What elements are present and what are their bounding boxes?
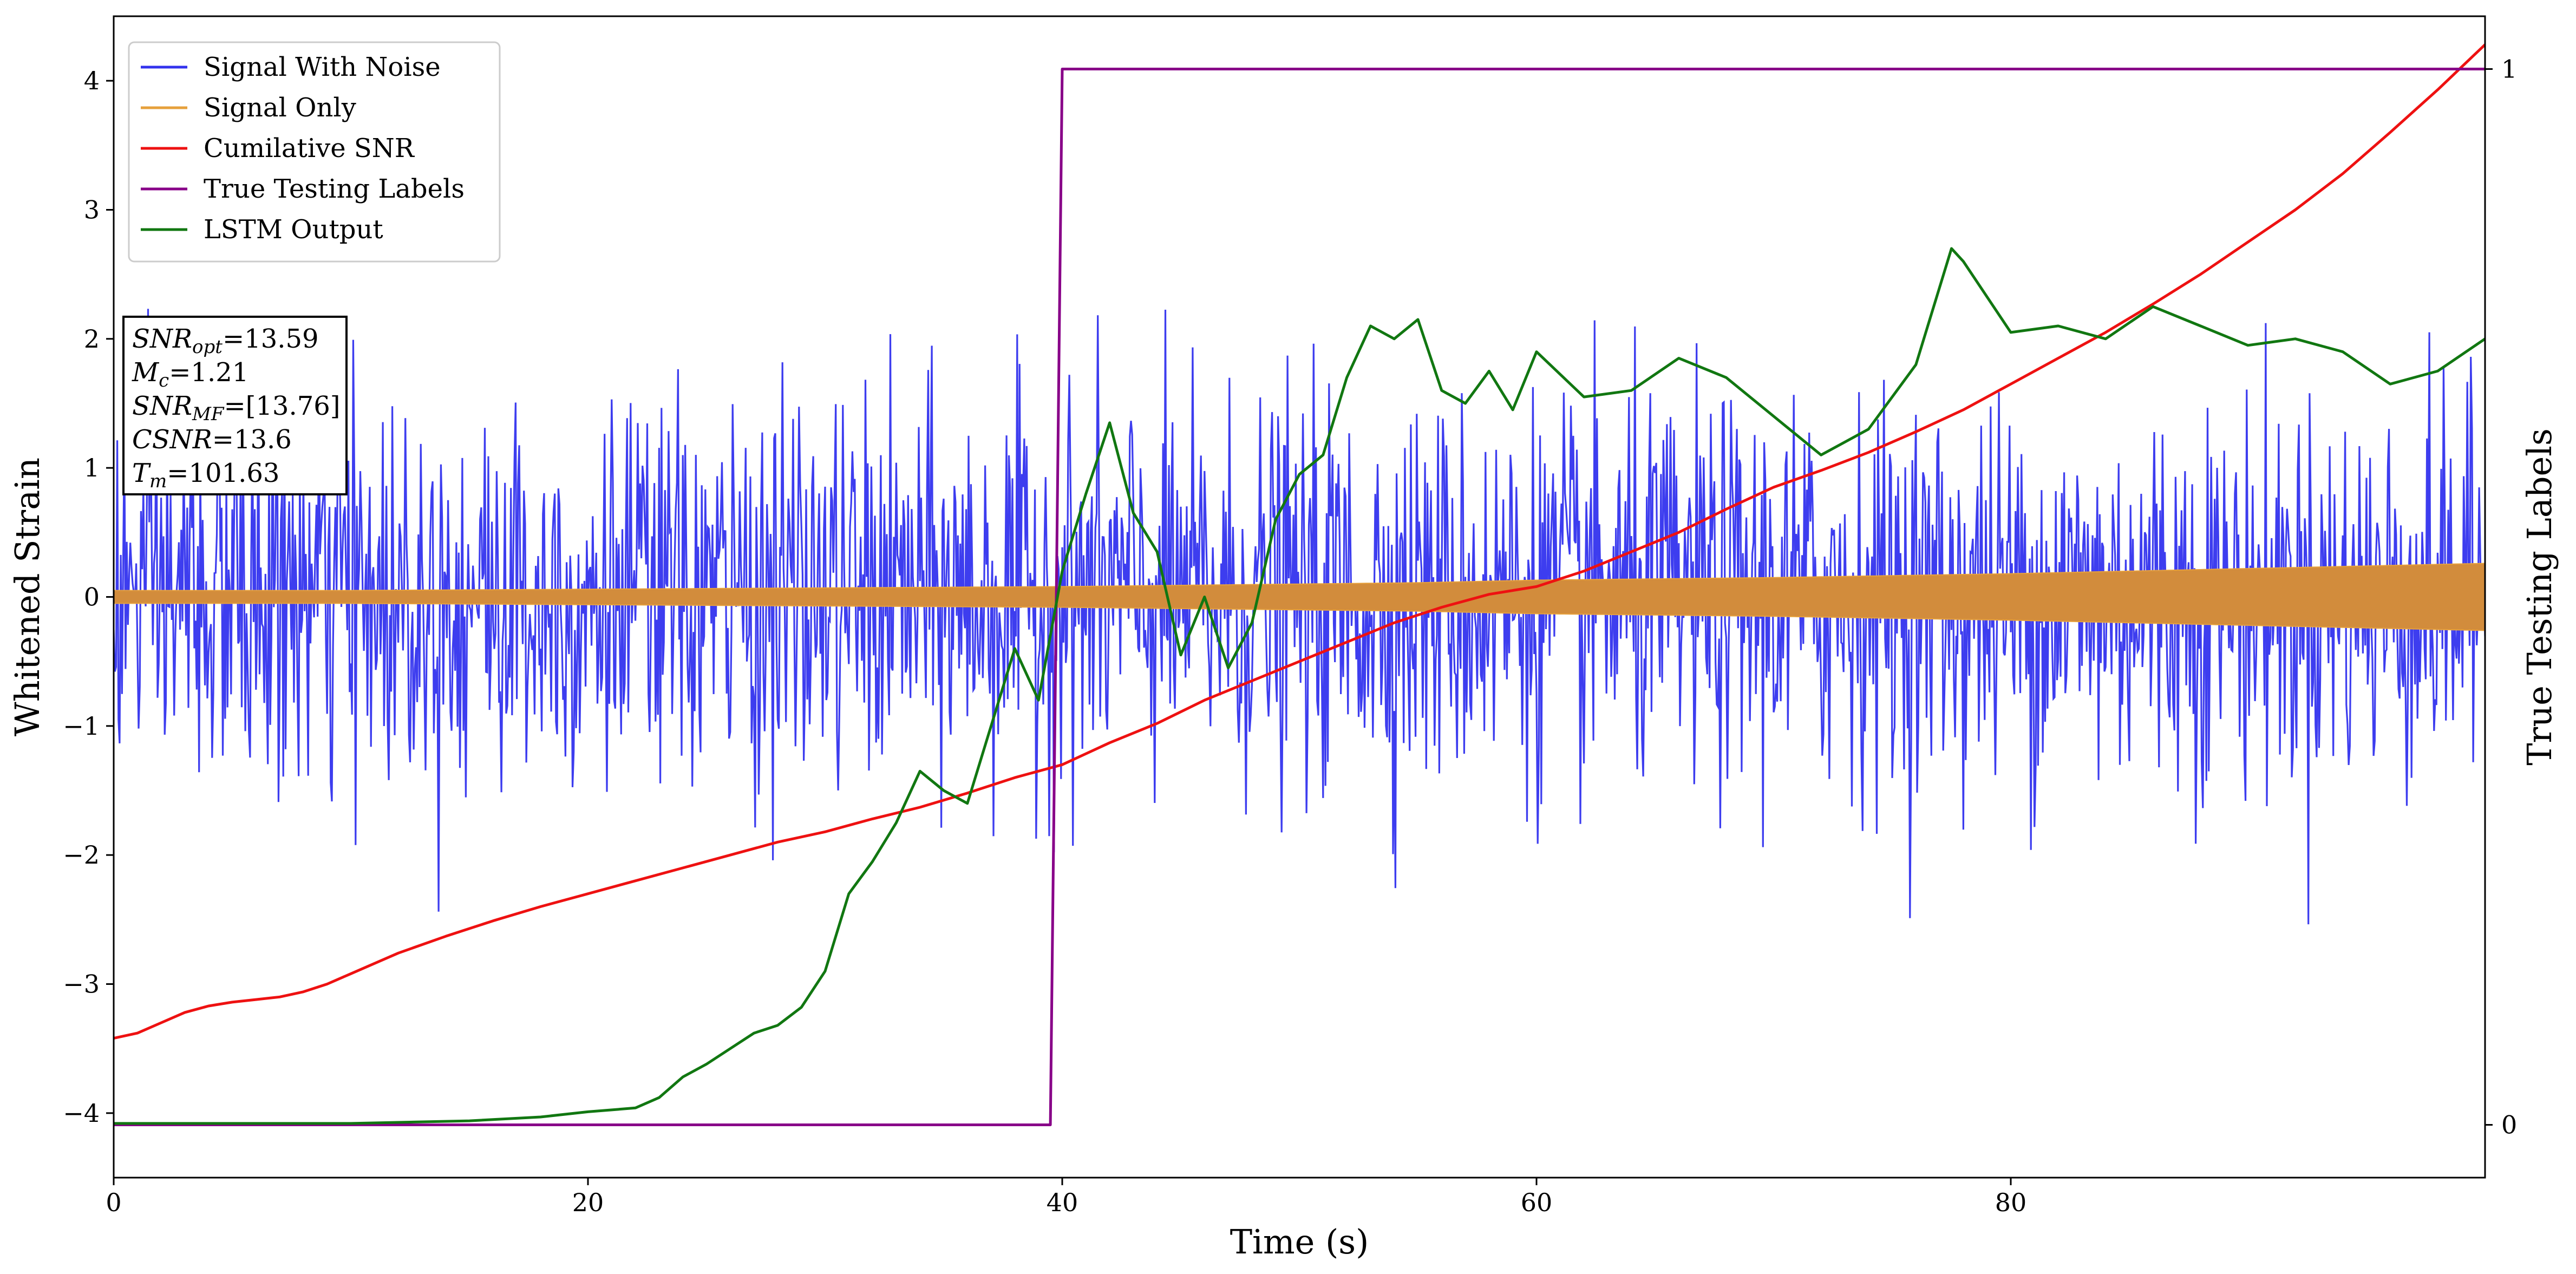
y-tick-label: 4: [84, 66, 100, 95]
series-lstm-output: [114, 247, 2485, 1125]
legend: Signal With Noise Signal Only Cumilative S…: [128, 41, 501, 263]
y-tick-label: −3: [63, 970, 100, 999]
x-tick-label: 20: [572, 1188, 604, 1217]
x-tick-label: 0: [106, 1188, 121, 1217]
y2-tick-label: 0: [2501, 1110, 2517, 1140]
annotation-line: SNRopt=13.59: [132, 324, 319, 358]
y-tick-label: −2: [63, 840, 100, 870]
series-layer: [114, 43, 2485, 1126]
series-signal-only: [114, 563, 2485, 631]
y2-tick-label: 1: [2501, 55, 2517, 84]
series-cumilative-snr: [114, 43, 2485, 1040]
y-tick-label: 3: [84, 195, 100, 225]
legend-frame: [128, 41, 501, 263]
x-tick-label: 40: [1047, 1188, 1078, 1217]
x-tick-label: 80: [1995, 1188, 2027, 1217]
y2-axis-label: True Testing Labels: [2520, 428, 2559, 766]
annotation-line: Mc=1.21: [132, 357, 249, 391]
y-tick-label: −1: [63, 711, 100, 741]
legend-label: True Testing Labels: [204, 174, 465, 204]
y-tick-label: 2: [84, 324, 100, 354]
y-axis-label: Whitened Strain: [8, 458, 47, 736]
legend-label: Signal With Noise: [204, 52, 441, 82]
legend-label: Signal Only: [204, 93, 356, 123]
x-tick-label: 60: [1521, 1188, 1553, 1217]
x-axis-label: Time (s): [1230, 1222, 1369, 1262]
legend-label: LSTM Output: [204, 214, 383, 245]
y-tick-label: −4: [63, 1099, 100, 1128]
annotation-box: SNRopt=13.59Mc=1.21SNRMF=[13.76]CSNR=13.…: [122, 316, 348, 495]
annotation-line: SNRMF=[13.76]: [132, 391, 341, 425]
annotation-frame: [122, 316, 348, 495]
annotation-line: Tm=101.63: [132, 458, 279, 492]
annotation-line: CSNR=13.6: [132, 424, 292, 455]
y-tick-label: 0: [84, 583, 100, 612]
legend-label: Cumilative SNR: [204, 133, 415, 164]
y-tick-label: 1: [84, 453, 100, 482]
